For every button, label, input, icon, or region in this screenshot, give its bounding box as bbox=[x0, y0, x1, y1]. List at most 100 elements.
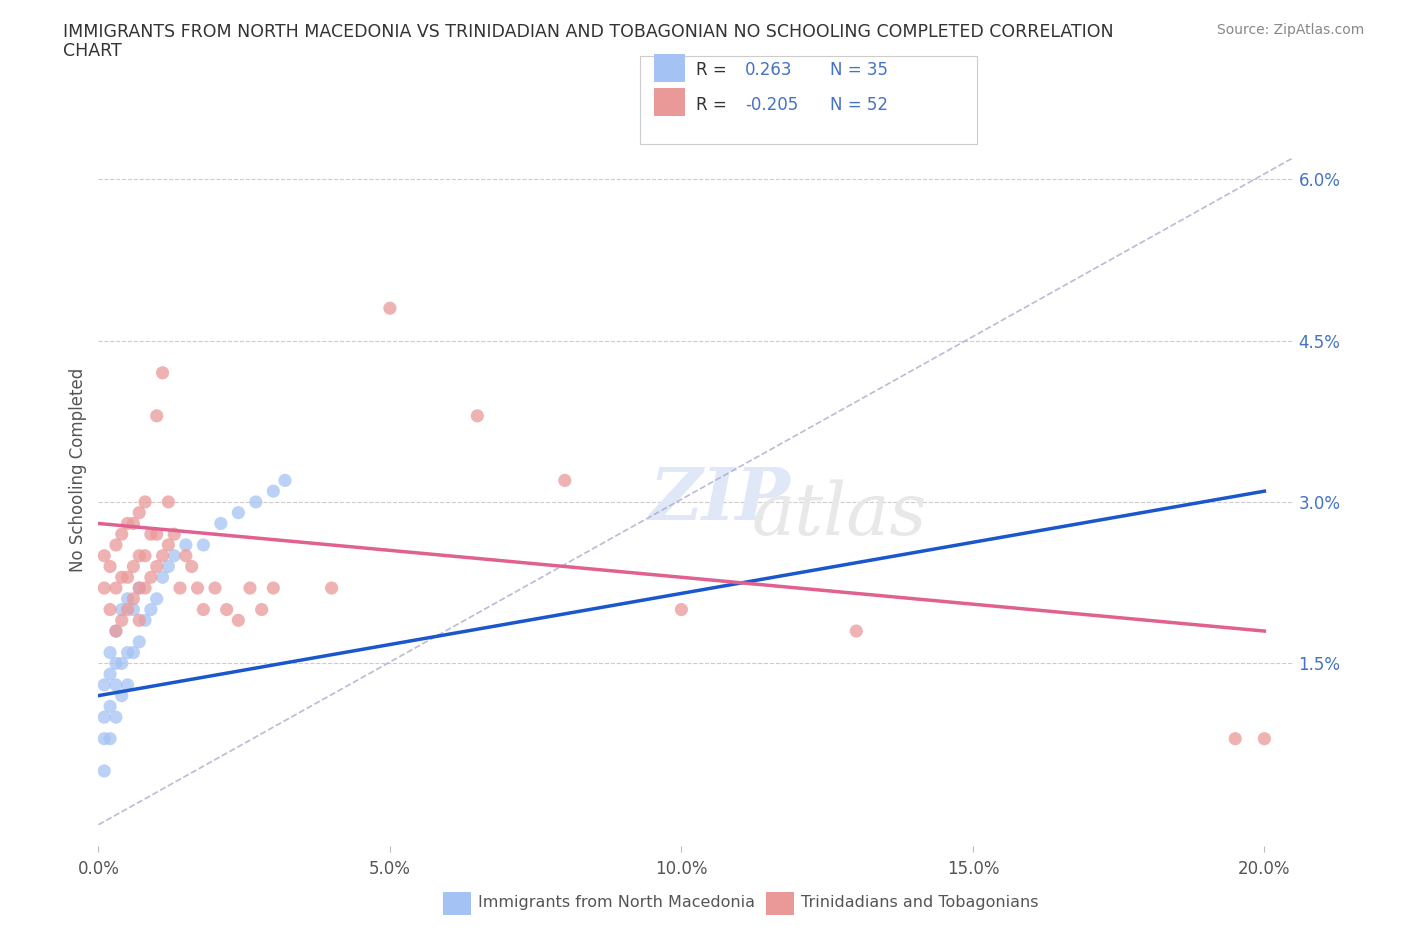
Point bbox=[93, 580, 115, 595]
Point bbox=[122, 645, 145, 660]
Point bbox=[152, 549, 174, 564]
Point bbox=[378, 300, 401, 315]
Point bbox=[98, 731, 121, 746]
Point bbox=[128, 580, 150, 595]
Point bbox=[204, 580, 226, 595]
Point bbox=[845, 624, 868, 639]
Point bbox=[228, 613, 250, 628]
Point bbox=[152, 570, 174, 585]
Point bbox=[93, 710, 115, 724]
Text: IMMIGRANTS FROM NORTH MACEDONIA VS TRINIDADIAN AND TOBAGONIAN NO SCHOOLING COMPL: IMMIGRANTS FROM NORTH MACEDONIA VS TRINI… bbox=[63, 23, 1114, 41]
Point bbox=[467, 408, 489, 423]
Point bbox=[145, 408, 167, 423]
Point bbox=[139, 570, 162, 585]
Y-axis label: No Schooling Completed: No Schooling Completed bbox=[69, 367, 87, 572]
Point bbox=[145, 559, 167, 574]
Point bbox=[1225, 731, 1247, 746]
Point bbox=[98, 559, 121, 574]
Point bbox=[134, 495, 156, 510]
Point bbox=[250, 602, 273, 617]
Point bbox=[554, 473, 576, 488]
Text: Immigrants from North Macedonia: Immigrants from North Macedonia bbox=[478, 895, 755, 910]
Point bbox=[117, 645, 139, 660]
Point bbox=[145, 591, 167, 606]
Point bbox=[122, 559, 145, 574]
Point bbox=[134, 580, 156, 595]
Text: Trinidadians and Tobagonians: Trinidadians and Tobagonians bbox=[801, 895, 1039, 910]
Point bbox=[169, 580, 191, 595]
Point bbox=[128, 549, 150, 564]
Point bbox=[117, 591, 139, 606]
Point bbox=[1253, 731, 1275, 746]
Point bbox=[180, 559, 202, 574]
Point bbox=[163, 526, 186, 541]
Point bbox=[157, 538, 180, 552]
Point bbox=[98, 645, 121, 660]
Point bbox=[128, 580, 150, 595]
Point bbox=[93, 764, 115, 778]
Point bbox=[128, 613, 150, 628]
Point bbox=[139, 602, 162, 617]
Point bbox=[262, 484, 284, 498]
Point bbox=[104, 656, 127, 671]
Text: 0.263: 0.263 bbox=[745, 61, 793, 79]
Point bbox=[111, 570, 134, 585]
Point bbox=[321, 580, 343, 595]
Point bbox=[174, 538, 197, 552]
Point bbox=[174, 549, 197, 564]
Point bbox=[117, 602, 139, 617]
Point bbox=[215, 602, 238, 617]
Point bbox=[128, 634, 150, 649]
Text: atlas: atlas bbox=[752, 480, 927, 551]
Point bbox=[93, 677, 115, 692]
Point bbox=[186, 580, 208, 595]
Point bbox=[128, 505, 150, 520]
Point bbox=[152, 365, 174, 380]
Text: N = 52: N = 52 bbox=[830, 96, 887, 113]
Point bbox=[139, 526, 162, 541]
Point bbox=[134, 549, 156, 564]
Point bbox=[104, 538, 127, 552]
Point bbox=[111, 688, 134, 703]
Point bbox=[163, 549, 186, 564]
Point bbox=[104, 624, 127, 639]
Point bbox=[228, 505, 250, 520]
Point bbox=[122, 516, 145, 531]
Point bbox=[209, 516, 232, 531]
Point bbox=[104, 677, 127, 692]
Point bbox=[111, 656, 134, 671]
Point bbox=[122, 602, 145, 617]
Point bbox=[671, 602, 693, 617]
Point bbox=[117, 516, 139, 531]
Text: R =: R = bbox=[696, 61, 733, 79]
Point bbox=[98, 667, 121, 682]
Point bbox=[93, 731, 115, 746]
Point bbox=[117, 677, 139, 692]
Point bbox=[111, 602, 134, 617]
Point bbox=[274, 473, 297, 488]
Point bbox=[104, 624, 127, 639]
Point bbox=[98, 602, 121, 617]
Point bbox=[104, 710, 127, 724]
Text: R =: R = bbox=[696, 96, 733, 113]
Point bbox=[93, 549, 115, 564]
Point bbox=[157, 495, 180, 510]
Point bbox=[111, 526, 134, 541]
Point bbox=[111, 613, 134, 628]
Text: N = 35: N = 35 bbox=[830, 61, 887, 79]
Point bbox=[117, 570, 139, 585]
Text: -0.205: -0.205 bbox=[745, 96, 799, 113]
Text: ZIP: ZIP bbox=[650, 464, 790, 536]
Point bbox=[145, 526, 167, 541]
Point bbox=[193, 602, 215, 617]
Point bbox=[122, 591, 145, 606]
Point bbox=[104, 580, 127, 595]
Point bbox=[134, 613, 156, 628]
Point bbox=[262, 580, 284, 595]
Point bbox=[157, 559, 180, 574]
Point bbox=[245, 495, 267, 510]
Text: CHART: CHART bbox=[63, 42, 122, 60]
Text: Source: ZipAtlas.com: Source: ZipAtlas.com bbox=[1216, 23, 1364, 37]
Point bbox=[98, 699, 121, 714]
Point bbox=[239, 580, 262, 595]
